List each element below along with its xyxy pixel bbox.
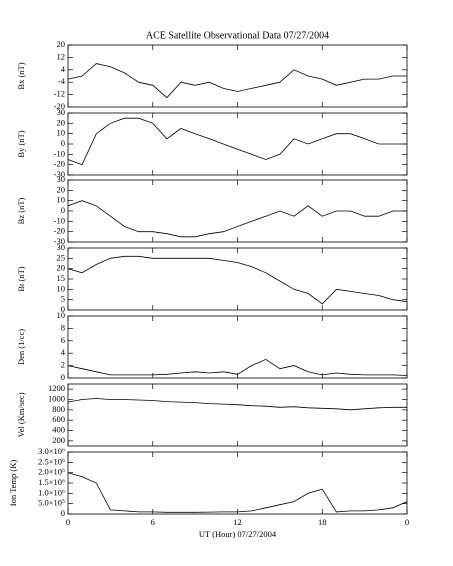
panel-frame: [67, 112, 408, 176]
x-tick-label: 12: [233, 517, 242, 527]
y-tick-label: 2.0×10⁶: [38, 467, 65, 477]
data-line: [67, 472, 408, 513]
y-tick-label: 2: [61, 360, 65, 370]
y-tick-label: 1000: [48, 393, 65, 403]
data-line: [67, 398, 407, 411]
y-axis-label: Bz (nT): [16, 197, 26, 224]
x-tick-label: 0: [405, 517, 409, 527]
y-tick-label: 600: [52, 414, 65, 424]
y-tick-label: 200: [52, 435, 65, 445]
y-tick-label: 10: [57, 128, 66, 138]
chart-title: ACE Satellite Observational Data 07/27/2…: [146, 30, 329, 41]
y-axis-label: Bt (nT): [16, 266, 26, 291]
y-tick-label: 15: [57, 273, 66, 283]
y-tick-label: -4: [58, 76, 66, 86]
y-tick-label: -20: [54, 226, 65, 236]
y-tick-label: 0: [61, 508, 65, 518]
y-tick-label: 20: [57, 117, 66, 127]
y-tick-label: 0: [61, 304, 65, 314]
y-tick-label: 30: [57, 107, 66, 117]
y-tick-label: -20: [54, 159, 65, 169]
y-tick-label: 6: [61, 335, 65, 345]
panel-frame: [67, 315, 408, 379]
y-tick-label: -12: [54, 89, 65, 99]
y-tick-label: 800: [52, 404, 65, 414]
y-axis-label: Bx (nT): [16, 62, 26, 89]
x-tick-label: 0: [66, 517, 70, 527]
x-tick-label: 18: [318, 517, 327, 527]
y-tick-label: 30: [57, 242, 66, 252]
y-tick-label: 1.0×10⁶: [38, 487, 65, 497]
data-line: [67, 200, 407, 238]
y-tick-label: 20: [57, 263, 66, 273]
y-axis-label: By (nT): [16, 130, 26, 157]
y-tick-label: -30: [54, 169, 65, 179]
data-line: [67, 255, 408, 305]
y-axis-label: Ion Temp (K): [8, 460, 18, 507]
panel-frame: [67, 383, 408, 447]
y-tick-label: 4: [61, 347, 66, 357]
y-tick-label: 400: [52, 424, 65, 434]
panel-frame: [67, 44, 408, 108]
panel-frame: [67, 451, 408, 515]
y-tick-label: -30: [54, 236, 65, 246]
y-tick-label: 20: [57, 39, 66, 49]
y-tick-label: 25: [57, 252, 66, 262]
y-tick-label: 5: [61, 294, 65, 304]
panel-frame: [67, 179, 408, 243]
y-tick-label: 0: [61, 372, 65, 382]
y-tick-label: 4: [61, 64, 66, 74]
y-tick-label: 10: [57, 310, 66, 320]
y-axis-label: Den (1/cc): [16, 329, 26, 365]
y-tick-label: -20: [54, 101, 65, 111]
y-tick-label: 0: [61, 205, 65, 215]
y-tick-label: -10: [54, 215, 65, 225]
y-tick-label: 1200: [48, 383, 65, 393]
y-tick-label: -10: [54, 148, 65, 158]
y-tick-label: 5.0×10⁵: [38, 498, 65, 508]
y-tick-label: 30: [57, 174, 66, 184]
y-tick-label: 0: [61, 138, 65, 148]
y-tick-label: 8: [61, 322, 65, 332]
y-tick-label: 10: [57, 283, 66, 293]
data-line: [67, 63, 407, 99]
data-line: [67, 358, 408, 376]
y-tick-label: 20: [57, 184, 66, 194]
y-tick-label: 3.0×10⁶: [38, 446, 65, 456]
x-tick-label: 6: [151, 517, 155, 527]
data-line: [67, 117, 407, 166]
x-axis-label: UT (Hour) 07/27/2004: [199, 529, 277, 539]
y-tick-label: 1.5×10⁶: [38, 477, 65, 487]
y-tick-label: 10: [57, 195, 66, 205]
y-axis-label: Vel (Km/sec): [16, 392, 26, 437]
y-tick-label: 12: [57, 51, 66, 61]
y-tick-label: 2.5×10⁶: [38, 456, 65, 466]
